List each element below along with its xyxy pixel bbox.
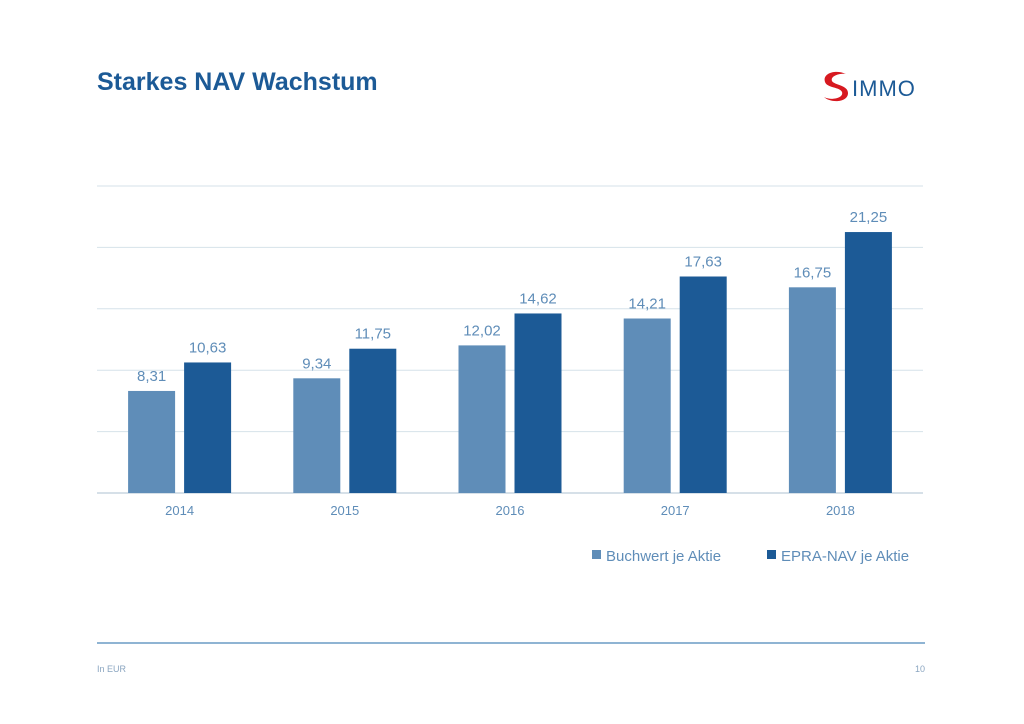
bar-buchwert-2016 <box>458 345 506 493</box>
x-tick-label: 2018 <box>826 503 855 518</box>
x-tick-label: 2016 <box>496 503 525 518</box>
bar-buchwert-2018 <box>788 287 836 493</box>
x-tick-label: 2017 <box>661 503 690 518</box>
data-label: 10,63 <box>189 339 227 356</box>
data-label: 11,75 <box>355 326 391 343</box>
bar-epra-nav-2015 <box>349 348 397 493</box>
s-logo-icon <box>824 71 848 102</box>
data-label: 12,02 <box>463 322 501 339</box>
data-label: 14,62 <box>519 290 557 307</box>
page-title: Starkes NAV Wachstum <box>97 68 378 96</box>
bar-epra-nav-2017 <box>679 276 727 493</box>
x-tick-label: 2015 <box>330 503 359 518</box>
data-label: 14,21 <box>628 296 666 313</box>
bar-epra-nav-2018 <box>844 232 892 494</box>
bar-buchwert-2015 <box>293 378 341 493</box>
legend-swatch <box>592 550 601 559</box>
x-tick-label: 2014 <box>165 503 194 518</box>
data-label: 9,34 <box>302 355 331 372</box>
footnote: In EUR <box>97 664 127 674</box>
footer-divider <box>97 642 925 644</box>
s-immo-logo: IMMO <box>820 70 930 106</box>
data-label: 21,25 <box>850 209 888 226</box>
data-label: 17,63 <box>684 254 722 271</box>
legend-label: Buchwert je Aktie <box>606 548 721 565</box>
page-number: 10 <box>914 664 925 674</box>
bar-buchwert-2017 <box>623 318 671 493</box>
data-label: 16,75 <box>794 264 832 281</box>
bar-epra-nav-2014 <box>184 362 232 493</box>
legend-label: EPRA-NAV je Aktie <box>781 548 909 565</box>
data-label: 8,31 <box>137 368 166 385</box>
legend-swatch <box>767 550 776 559</box>
bar-epra-nav-2016 <box>514 313 562 493</box>
bar-buchwert-2014 <box>128 390 176 493</box>
